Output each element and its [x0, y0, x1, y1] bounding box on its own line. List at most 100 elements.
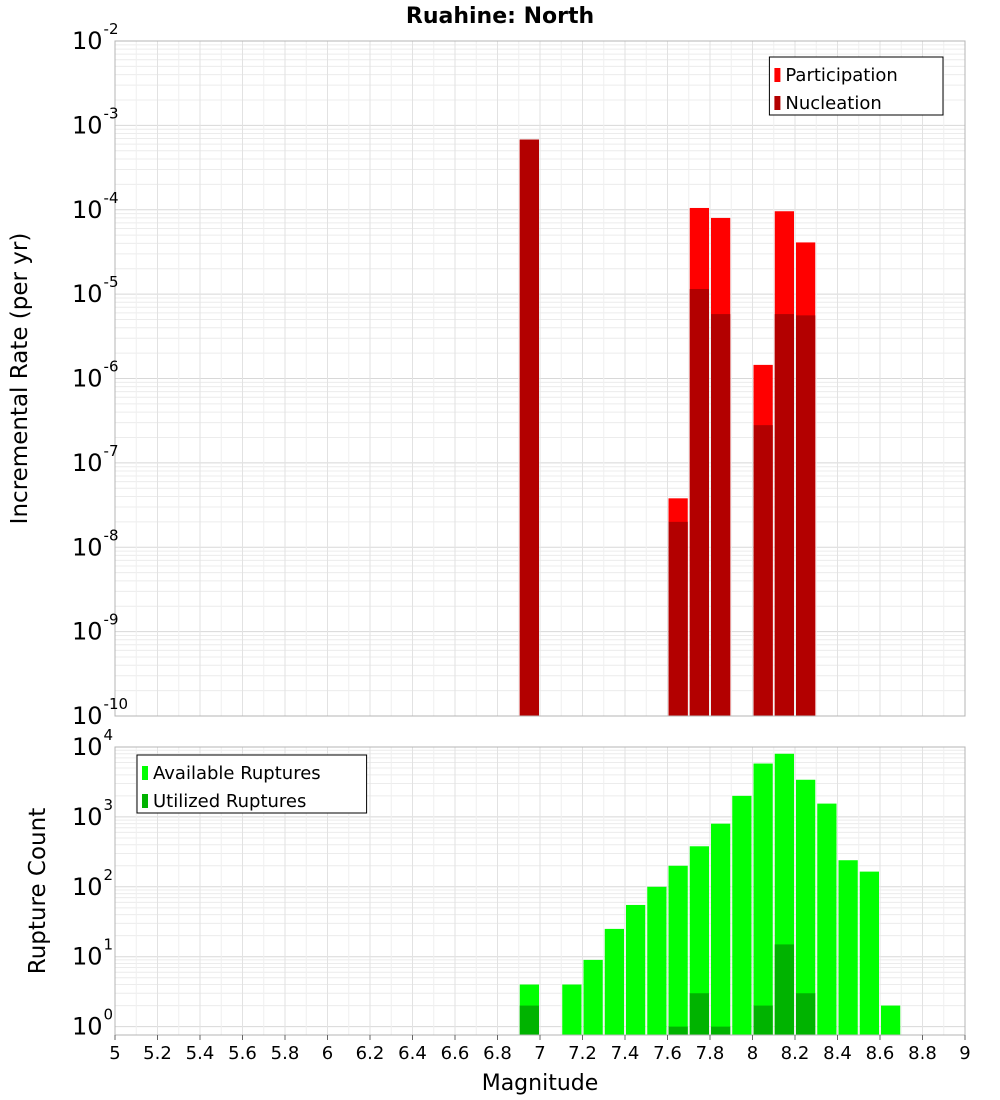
bar-rupture-count-0-13 [817, 803, 837, 1035]
y-tick-base: 10 [72, 1013, 103, 1041]
x-tick-label: 7.8 [696, 1043, 725, 1064]
x-tick-label: 7.2 [568, 1043, 597, 1064]
x-tick-label: 6.2 [356, 1043, 385, 1064]
y-tick-exponent: 3 [104, 796, 114, 814]
bar-incremental-rate-1-0 [519, 139, 539, 716]
legend-box [768, 56, 944, 116]
y-tick-base: 10 [72, 111, 103, 139]
x-tick-label: 6.6 [441, 1043, 470, 1064]
x-ticks: 5 5.2 5.4 5.6 5.8 6 6.2 6.4 6.6 6.8 7 7.2 7.4 7.6 7.8 8… [109, 1035, 971, 1064]
bar-rupture-count-0-1 [562, 984, 582, 1035]
legend-label: Available Ruptures [153, 763, 321, 784]
bar-incremental-rate-1-4 [753, 425, 773, 716]
legend-box [136, 754, 368, 814]
bar-rupture-count-1-5 [774, 944, 794, 1035]
chart-title: Ruahine: North [406, 4, 594, 29]
y-tick-label: 10-4 [72, 189, 119, 224]
x-tick-label: 7 [534, 1043, 545, 1064]
legend-swatch [142, 794, 148, 808]
bar-rupture-count-0-2 [583, 959, 603, 1035]
bar-rupture-count-0-4 [626, 904, 646, 1035]
y-tick-exponent: -7 [104, 442, 119, 460]
bar-rupture-count-1-2 [689, 993, 709, 1035]
bar-rupture-count-0-14 [838, 860, 858, 1035]
y-tick-exponent: 4 [104, 726, 114, 744]
bar-rupture-count-0-10 [753, 763, 773, 1035]
y-tick-exponent: -6 [104, 358, 119, 376]
y-ticks-incremental-rate: 10-210-310-410-510-610-710-810-910-10 [72, 20, 128, 730]
x-tick-label: 8.4 [823, 1043, 852, 1064]
y-tick-exponent: 0 [104, 1006, 114, 1024]
x-tick-label: 7.6 [653, 1043, 682, 1064]
y-tick-label: 10-5 [72, 273, 119, 308]
y-tick-exponent: 2 [104, 866, 114, 884]
y-tick-label: 100 [72, 1006, 113, 1041]
y-tick-label: 10-3 [72, 104, 119, 139]
x-tick-label: 5.8 [271, 1043, 300, 1064]
series-nucleation [519, 139, 816, 716]
x-tick-label: 6.4 [398, 1043, 427, 1064]
y-axis-label-incremental-rate: Incremental Rate (per yr) [7, 233, 33, 525]
bar-rupture-count-0-16 [881, 1005, 901, 1035]
y-tick-label: 10-2 [72, 20, 119, 55]
y-tick-base: 10 [72, 803, 103, 831]
bar-incremental-rate-1-5 [774, 314, 794, 716]
y-tick-exponent: -10 [104, 695, 129, 713]
bar-incremental-rate-1-1 [668, 521, 688, 716]
y-tick-base: 10 [72, 27, 103, 55]
x-tick-label: 8.2 [781, 1043, 810, 1064]
legend-label: Utilized Ruptures [153, 791, 306, 812]
series-utilized-ruptures [519, 944, 816, 1035]
bar-rupture-count-0-15 [859, 871, 879, 1035]
y-tick-exponent: -3 [104, 104, 119, 122]
x-tick-label: 9 [959, 1043, 970, 1064]
y-tick-base: 10 [72, 533, 103, 561]
y-tick-exponent: -8 [104, 526, 119, 544]
legend-label: Nucleation [785, 93, 881, 114]
y-tick-base: 10 [72, 618, 103, 646]
y-tick-base: 10 [72, 943, 103, 971]
x-tick-label: 8.6 [866, 1043, 895, 1064]
x-tick-label: 8 [747, 1043, 758, 1064]
series-available-ruptures [519, 753, 901, 1035]
y-tick-label: 104 [72, 726, 113, 761]
bar-rupture-count-0-7 [689, 846, 709, 1035]
bar-rupture-count-1-1 [668, 1026, 688, 1035]
grid-incremental-rate [114, 41, 966, 716]
legend-rupture-count: Available Ruptures Utilized Ruptures [136, 754, 368, 814]
y-tick-label: 10-7 [72, 442, 119, 477]
x-tick-label: 5.4 [186, 1043, 215, 1064]
y-tick-base: 10 [72, 733, 103, 761]
x-tick-label: 7.4 [611, 1043, 640, 1064]
y-tick-label: 10-6 [72, 358, 119, 393]
bar-rupture-count-0-5 [647, 886, 667, 1035]
legend-swatch [774, 68, 781, 82]
bar-rupture-count-0-8 [711, 823, 731, 1035]
x-tick-label: 5.2 [143, 1043, 172, 1064]
panel-incremental-rate: 10-210-310-410-510-610-710-810-910-10Inc… [7, 20, 966, 730]
legend-swatch [142, 766, 148, 780]
y-tick-exponent: -5 [104, 273, 119, 291]
legend-swatch [774, 96, 781, 110]
y-tick-base: 10 [72, 873, 103, 901]
bar-rupture-count-0-3 [604, 928, 624, 1035]
x-tick-label: 5 [109, 1043, 120, 1064]
bar-incremental-rate-1-3 [711, 314, 731, 716]
legend-label: Participation [785, 65, 897, 86]
bar-rupture-count-1-3 [711, 1026, 731, 1035]
y-tick-exponent: -9 [104, 611, 119, 629]
y-tick-exponent: -4 [104, 189, 119, 207]
y-tick-label: 102 [72, 866, 113, 901]
bar-rupture-count-0-12 [796, 779, 816, 1035]
plot-frame-incremental-rate [114, 40, 966, 717]
bar-rupture-count-0-6 [668, 865, 688, 1035]
bar-rupture-count-0-9 [732, 795, 752, 1035]
y-tick-exponent: -2 [104, 20, 119, 38]
y-tick-base: 10 [72, 365, 103, 393]
y-tick-base: 10 [72, 702, 103, 730]
y-tick-base: 10 [72, 196, 103, 224]
bar-incremental-rate-1-6 [796, 315, 816, 716]
